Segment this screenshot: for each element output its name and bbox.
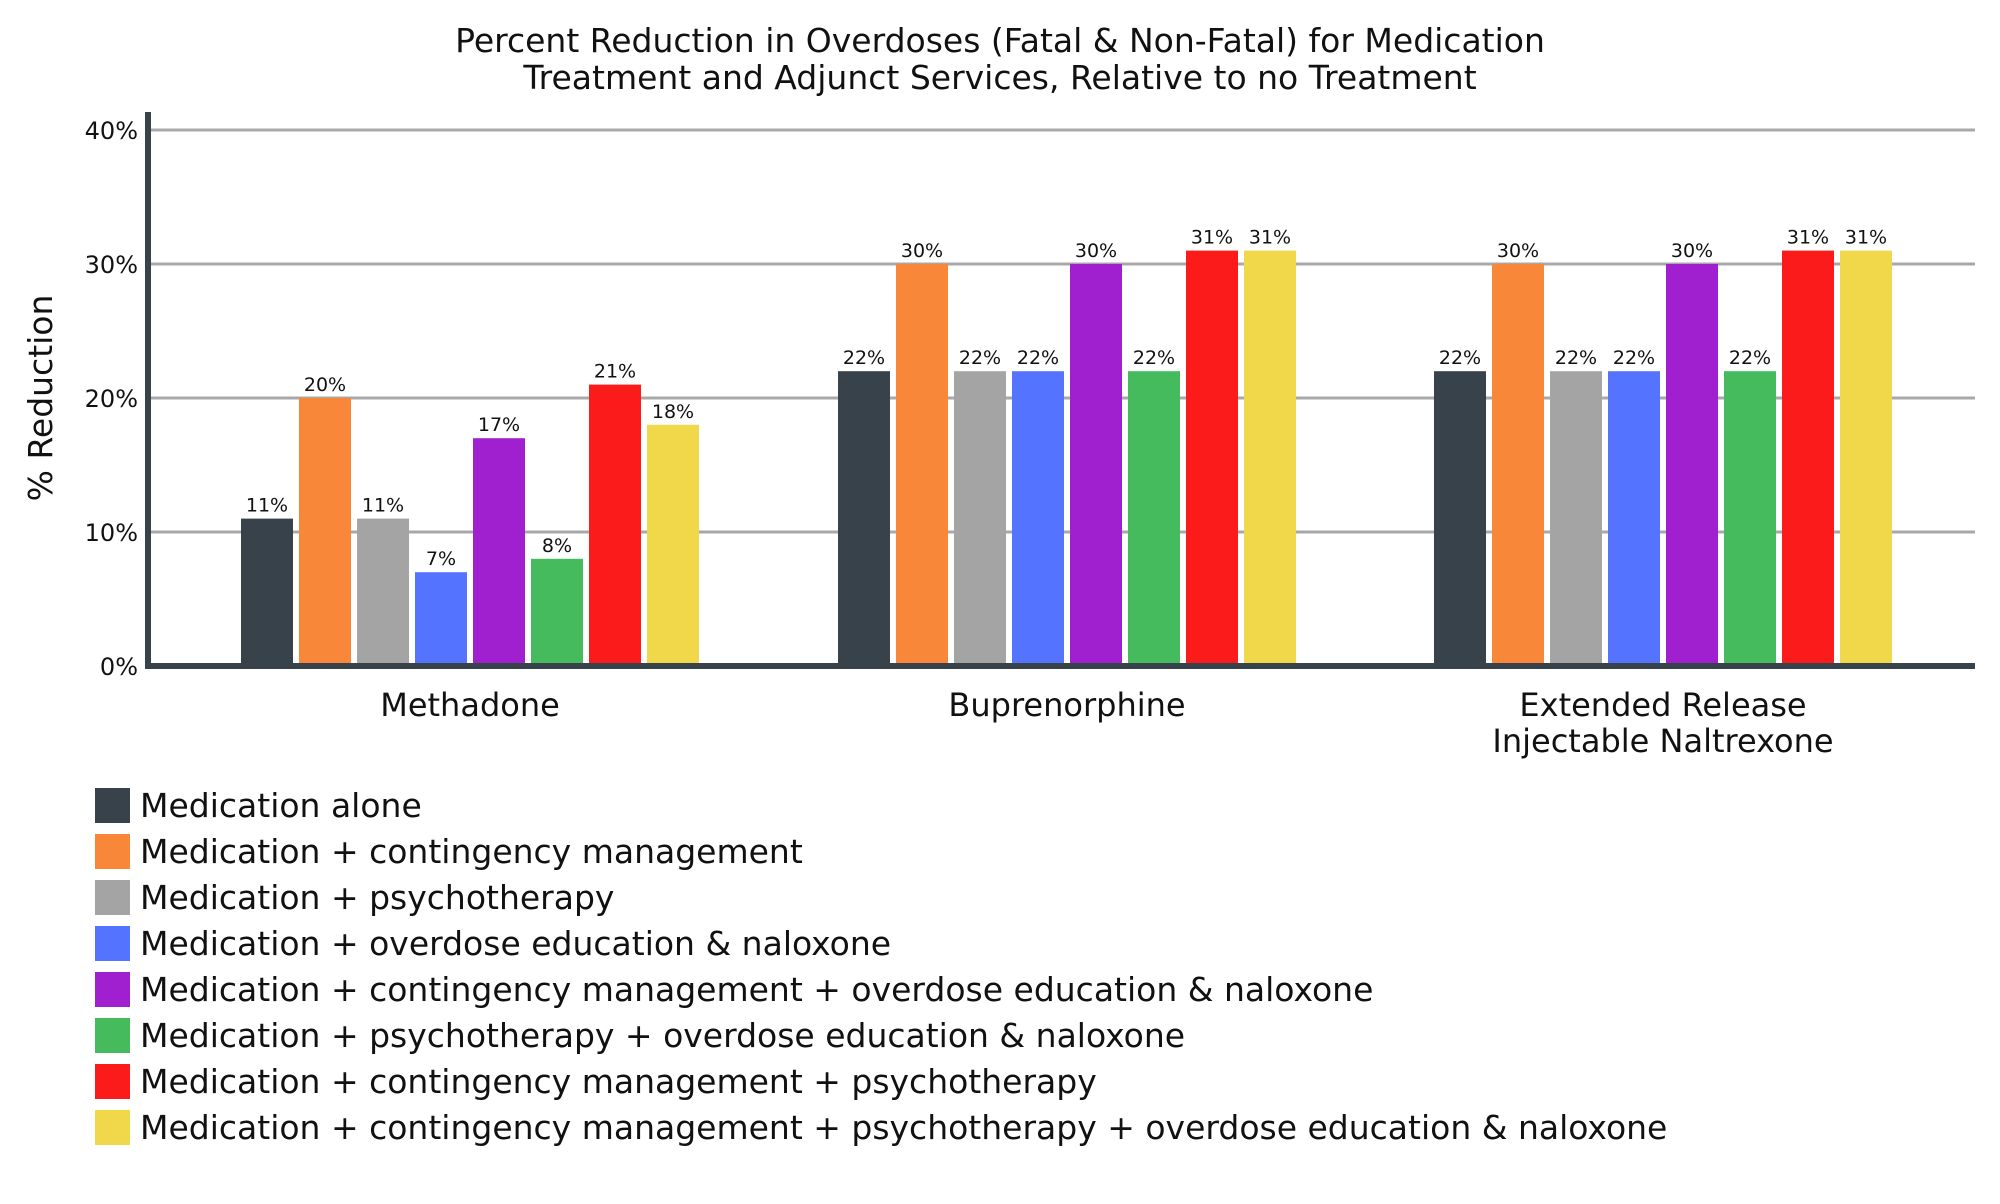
data-label: 22% [1613, 347, 1655, 369]
data-label: 22% [1729, 347, 1771, 369]
legend-swatch [95, 1110, 130, 1145]
chart-title-line: Percent Reduction in Overdoses (Fatal & … [455, 21, 1545, 60]
legend-swatch [95, 1064, 130, 1099]
legend-label: Medication + contingency management + ps… [140, 1062, 1097, 1101]
legend-swatch [95, 788, 130, 823]
data-label: 8% [542, 535, 572, 557]
bar [1550, 371, 1602, 666]
data-label: 22% [1133, 347, 1175, 369]
legend-swatch [95, 880, 130, 915]
data-label: 31% [1787, 227, 1829, 249]
bar [241, 518, 293, 666]
data-label: 31% [1845, 227, 1887, 249]
bar [1070, 264, 1122, 666]
category-label: Methadone [380, 686, 560, 724]
legend-label: Medication + psychotherapy [140, 878, 614, 917]
y-tick-label: 0% [100, 653, 138, 681]
y-axis-ticks: 0% 10% 20% 30% 40% [85, 117, 138, 681]
data-label: 11% [246, 495, 288, 517]
bar [1012, 371, 1064, 666]
bar [357, 518, 409, 666]
data-label: 30% [1497, 240, 1539, 262]
data-label: 22% [1555, 347, 1597, 369]
legend-label: Medication + psychotherapy + overdose ed… [140, 1016, 1185, 1055]
data-label: 30% [1075, 240, 1117, 262]
data-labels: 11% 20% 11% 7% 17% 8% 21% 18% 22% 30% 22% 22% 30% 22%… [246, 227, 1887, 571]
data-label: 22% [1017, 347, 1059, 369]
y-tick-label: 10% [85, 519, 138, 547]
bar [954, 371, 1006, 666]
legend-label: Medication + contingency management [140, 832, 803, 871]
data-label: 31% [1249, 227, 1291, 249]
y-tick-label: 30% [85, 251, 138, 279]
data-label: 22% [1439, 347, 1481, 369]
category-label: Extended Release [1519, 686, 1806, 724]
bar [896, 264, 948, 666]
data-label: 18% [652, 401, 694, 423]
x-axis-categories: Methadone Buprenorphine Extended ReleaseIn… [380, 686, 1833, 760]
bar [473, 438, 525, 666]
data-label: 22% [959, 347, 1001, 369]
legend-label: Medication + contingency management + ps… [140, 1108, 1667, 1147]
bar [1128, 371, 1180, 666]
bar [589, 384, 641, 666]
bar [1186, 250, 1238, 666]
chart-title-line: Treatment and Adjunct Services, Relative… [522, 58, 1476, 97]
bar [1782, 250, 1834, 666]
bar [1666, 264, 1718, 666]
bar [1244, 250, 1296, 666]
legend-label: Medication alone [140, 786, 422, 825]
legend-swatch [95, 834, 130, 869]
chart-title: Percent Reduction in Overdoses (Fatal & … [455, 21, 1545, 97]
y-tick-label: 20% [85, 385, 138, 413]
bar [1840, 250, 1892, 666]
data-label: 30% [1671, 240, 1713, 262]
category-label: Injectable Naltrexone [1492, 722, 1833, 760]
bar [1608, 371, 1660, 666]
bar [299, 398, 351, 666]
legend-label: Medication + overdose education & naloxo… [140, 924, 891, 963]
data-label: 17% [478, 414, 520, 436]
data-label: 31% [1191, 227, 1233, 249]
data-label: 22% [843, 347, 885, 369]
bar [1434, 371, 1486, 666]
bar [415, 572, 467, 666]
data-label: 20% [304, 374, 346, 396]
y-axis-title: % Reduction [21, 295, 60, 502]
y-tick-label: 40% [85, 117, 138, 145]
bar [647, 424, 699, 666]
category-label: Buprenorphine [948, 686, 1185, 724]
legend-label: Medication + contingency management + ov… [140, 970, 1373, 1009]
data-label: 11% [362, 495, 404, 517]
legend-swatch [95, 926, 130, 961]
legend: Medication alone Medication + contingency… [95, 786, 1667, 1147]
y-axis-label: % Reduction [21, 295, 60, 502]
bar [1492, 264, 1544, 666]
data-label: 7% [426, 548, 456, 570]
bar [838, 371, 890, 666]
legend-swatch [95, 1018, 130, 1053]
data-label: 21% [594, 361, 636, 383]
axes [145, 112, 1975, 669]
bar [1724, 371, 1776, 666]
bar [531, 558, 583, 666]
legend-swatch [95, 972, 130, 1007]
data-label: 30% [901, 240, 943, 262]
bars [241, 250, 1892, 666]
